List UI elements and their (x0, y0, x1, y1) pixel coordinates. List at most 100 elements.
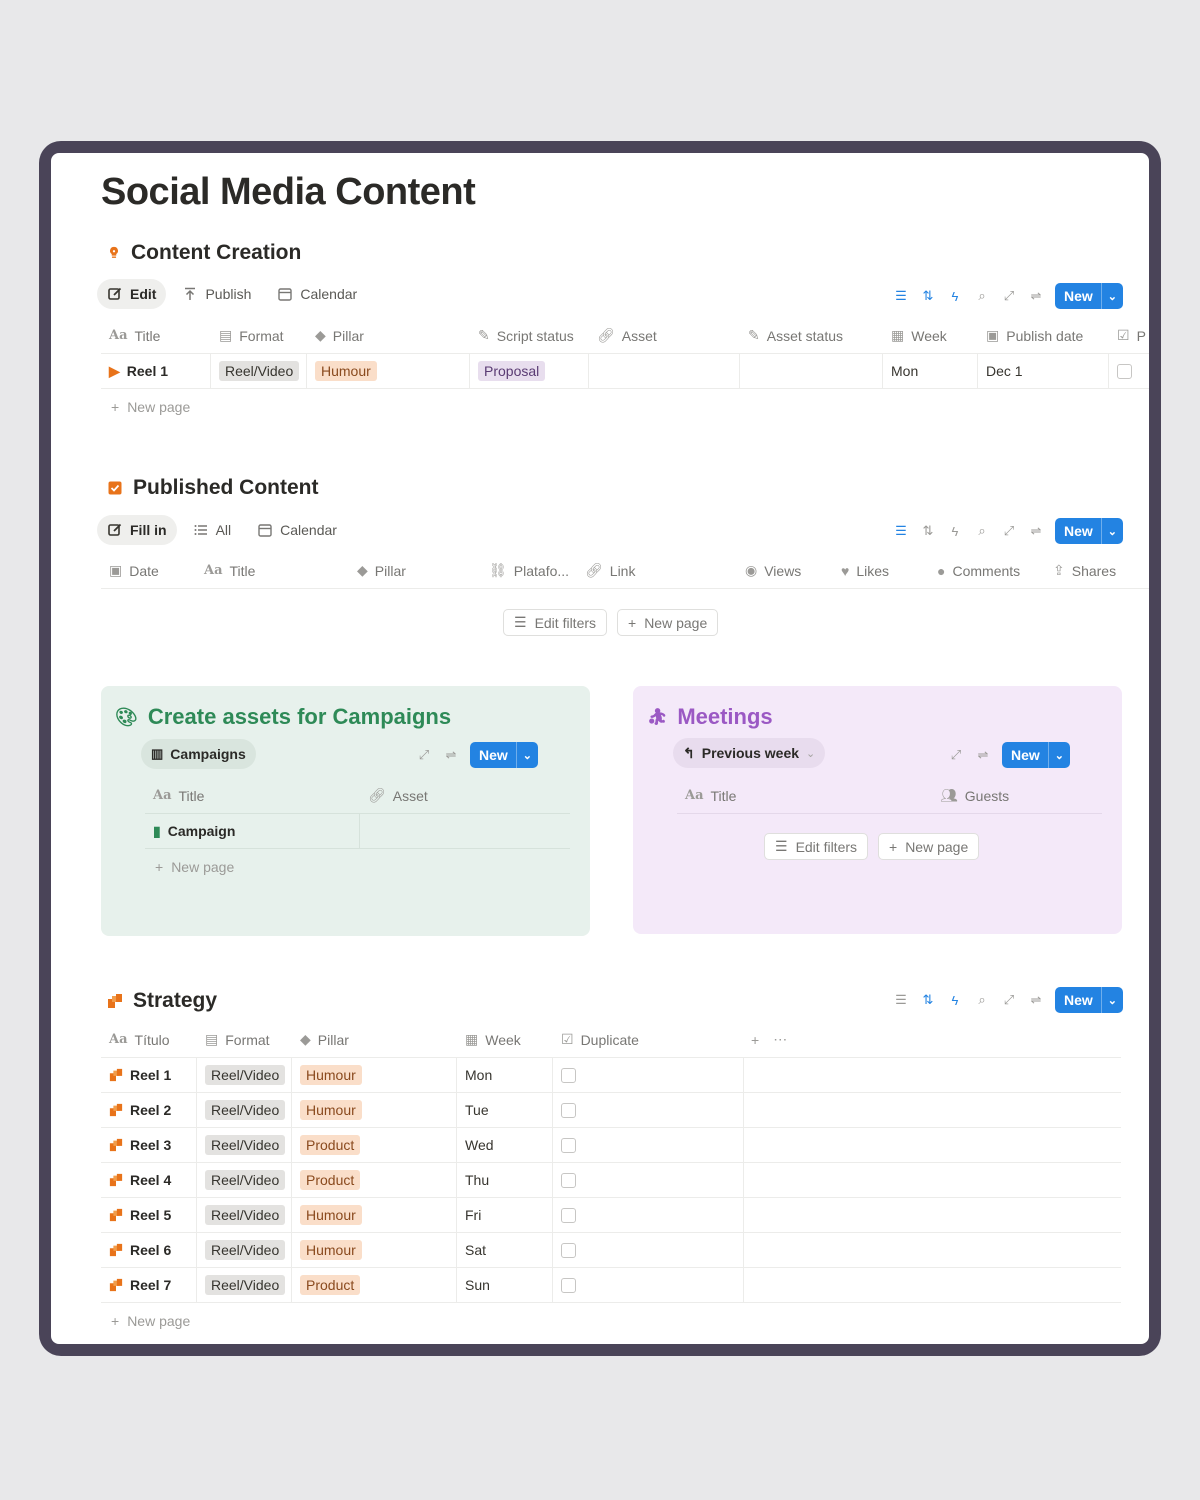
table-row[interactable]: Reel 6 Reel/Video Humour Sat (101, 1233, 1121, 1268)
column-likes[interactable]: ♥ Likes (841, 562, 889, 579)
edit-filters-button[interactable]: ☰ Edit filters (503, 609, 608, 636)
add-column-icon[interactable]: + (751, 1031, 760, 1048)
table-row[interactable]: ▮ Campaign (145, 814, 570, 849)
settings-icon[interactable]: ⇌ (445, 747, 457, 762)
column-checkbox[interactable]: ☑ P (1117, 327, 1146, 344)
cell-format[interactable]: Reel/Video (197, 1268, 292, 1302)
chevron-down-icon[interactable]: ⌄ (1047, 742, 1070, 768)
cell-asset-status[interactable] (740, 354, 883, 388)
cell-asset[interactable] (360, 814, 570, 848)
cell-format[interactable]: Reel/Video (197, 1058, 292, 1092)
cell-week[interactable]: Fri (457, 1198, 553, 1232)
expand-icon[interactable]: ⤢ (1003, 992, 1015, 1007)
column-title[interactable]: Aa Title (685, 787, 737, 804)
tab-all[interactable]: All (183, 515, 242, 545)
column-title[interactable]: Aa Título (109, 1031, 170, 1048)
column-duplicate[interactable]: ☑ Duplicate (561, 1031, 639, 1048)
chevron-down-icon[interactable]: ⌄ (515, 742, 538, 768)
cell-title[interactable]: Reel 2 (101, 1093, 197, 1127)
filter-icon[interactable]: ☰ (895, 288, 907, 303)
chevron-down-icon[interactable]: ⌄ (1100, 283, 1123, 309)
cell-format[interactable]: Reel/Video (197, 1163, 292, 1197)
column-pillar[interactable]: ◆ Pillar (300, 1031, 349, 1048)
tab-edit[interactable]: Edit (97, 279, 167, 309)
edit-filters-button[interactable]: ☰ Edit filters (764, 833, 869, 860)
cell-format[interactable]: Reel/Video (197, 1233, 292, 1267)
table-row[interactable]: Reel 4 Reel/Video Product Thu (101, 1163, 1121, 1198)
filter-icon[interactable]: ☰ (895, 523, 907, 538)
cell-title[interactable]: Reel 1 (101, 1058, 197, 1092)
cell-pillar[interactable]: Product (292, 1163, 457, 1197)
cell-checkbox[interactable] (1109, 354, 1149, 388)
checkbox[interactable] (561, 1102, 576, 1118)
cell-duplicate[interactable] (553, 1198, 744, 1232)
column-title[interactable]: Aa Title (153, 787, 205, 804)
column-week[interactable]: ▦ Week (891, 327, 947, 344)
chevron-down-icon[interactable]: ⌄ (1100, 518, 1123, 544)
column-comments[interactable]: ● Comments (937, 562, 1021, 579)
tab-publish[interactable]: Publish (172, 279, 261, 309)
settings-icon[interactable]: ⇌ (1030, 288, 1042, 303)
column-asset-status[interactable]: ✎ Asset status (748, 327, 843, 344)
search-icon[interactable]: ⌕ (978, 523, 986, 538)
tab-previous-week[interactable]: ↰ Previous week ⌄ (673, 738, 826, 768)
column-shares[interactable]: ⇪ Shares (1053, 562, 1117, 579)
cell-duplicate[interactable] (553, 1093, 744, 1127)
new-button[interactable]: New ⌄ (1055, 518, 1123, 544)
cell-pillar[interactable]: Product (292, 1128, 457, 1162)
column-guests[interactable]: 👥︎ Guests (940, 787, 1010, 804)
cell-week[interactable]: Sun (457, 1268, 553, 1302)
new-page-row[interactable]: + New page (111, 399, 191, 415)
cell-week[interactable]: Mon (883, 354, 978, 388)
sort-icon[interactable]: ⇅ (922, 523, 934, 538)
cell-title[interactable]: Reel 5 (101, 1198, 197, 1232)
cell-title[interactable]: Reel 3 (101, 1128, 197, 1162)
expand-icon[interactable]: ⤢ (418, 747, 430, 762)
checkbox[interactable] (561, 1137, 576, 1153)
search-icon[interactable]: ⌕ (978, 288, 986, 303)
expand-icon[interactable]: ⤢ (1003, 288, 1015, 303)
cell-duplicate[interactable] (553, 1268, 744, 1302)
cell-pillar[interactable]: Humour (307, 354, 470, 388)
column-title[interactable]: Aa Title (109, 327, 161, 344)
column-pillar[interactable]: ◆ Pillar (357, 562, 406, 579)
cell-week[interactable]: Wed (457, 1128, 553, 1162)
column-format[interactable]: ▤ Format (205, 1031, 270, 1048)
column-asset[interactable]: 🔗︎ Asset (597, 327, 657, 344)
cell-week[interactable]: Sat (457, 1233, 553, 1267)
checkbox[interactable] (561, 1242, 576, 1258)
column-asset[interactable]: 🔗︎ Asset (368, 787, 428, 804)
cell-week[interactable]: Thu (457, 1163, 553, 1197)
expand-icon[interactable]: ⤢ (1003, 523, 1015, 538)
table-row[interactable]: Reel 2 Reel/Video Humour Tue (101, 1093, 1121, 1128)
new-button[interactable]: New ⌄ (470, 742, 538, 768)
column-publish-date[interactable]: ▣ Publish date (986, 327, 1084, 344)
cell-title[interactable]: Reel 4 (101, 1163, 197, 1197)
cell-format[interactable]: Reel/Video (197, 1093, 292, 1127)
table-row[interactable]: Reel 5 Reel/Video Humour Fri (101, 1198, 1121, 1233)
checkbox[interactable] (561, 1172, 576, 1188)
cell-publish-date[interactable]: Dec 1 (978, 354, 1109, 388)
column-week[interactable]: ▦ Week (465, 1031, 521, 1048)
column-date[interactable]: ▣ Date (109, 562, 159, 579)
table-row[interactable]: ▶ Reel 1 Reel/Video Humour Proposal Mon D… (101, 354, 1149, 389)
tab-calendar[interactable]: Calendar (247, 515, 347, 545)
cell-script-status[interactable]: Proposal (470, 354, 589, 388)
sort-icon[interactable]: ⇅ (922, 992, 934, 1007)
cell-format[interactable]: Reel/Video (197, 1198, 292, 1232)
new-page-row[interactable]: + New page (111, 1313, 191, 1329)
checkbox[interactable] (561, 1277, 576, 1293)
cell-week[interactable]: Mon (457, 1058, 553, 1092)
column-platform[interactable]: ⛓ Platafo... (489, 562, 570, 579)
automation-icon[interactable]: ϟ (951, 992, 959, 1008)
cell-duplicate[interactable] (553, 1128, 744, 1162)
tab-calendar[interactable]: Calendar (267, 279, 367, 309)
column-script-status[interactable]: ✎ Script status (478, 327, 574, 344)
cell-title[interactable]: Reel 6 (101, 1233, 197, 1267)
expand-icon[interactable]: ⤢ (950, 747, 962, 762)
cell-duplicate[interactable] (553, 1233, 744, 1267)
settings-icon[interactable]: ⇌ (1030, 523, 1042, 538)
column-link[interactable]: 🔗︎ Link (585, 562, 636, 579)
new-page-row[interactable]: + New page (155, 859, 235, 875)
column-views[interactable]: ◉ Views (745, 562, 802, 579)
